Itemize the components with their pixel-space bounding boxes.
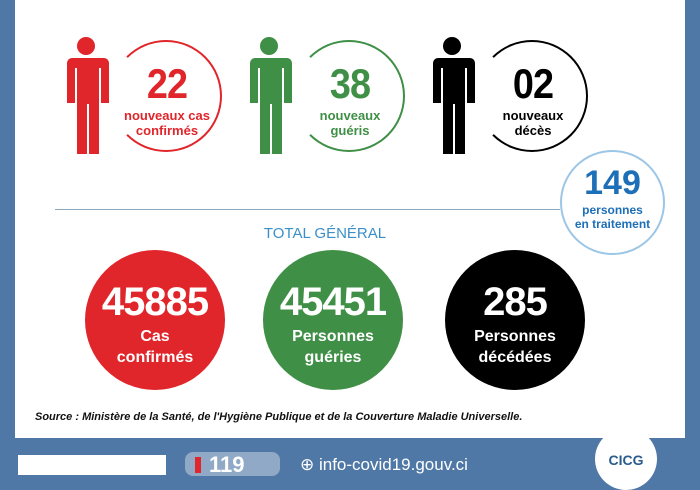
new-stat-label: nouveaux bbox=[319, 108, 381, 123]
person-icon bbox=[245, 36, 293, 154]
stat-ring bbox=[476, 40, 588, 152]
in-treatment-value: 149 bbox=[584, 164, 641, 202]
total-heading: TOTAL GÉNÉRAL bbox=[263, 225, 387, 242]
website-text: info-covid19.gouv.ci bbox=[318, 455, 468, 474]
new-stat-label: nouveaux cas bbox=[124, 108, 210, 123]
total-value: 285 bbox=[483, 280, 548, 324]
new-stat-label-2: guéris bbox=[330, 123, 370, 138]
new-stat-label-2: décès bbox=[514, 123, 552, 138]
stat-ring bbox=[293, 40, 405, 152]
divider bbox=[55, 209, 560, 210]
total-label-2: décédées bbox=[478, 349, 552, 366]
total-circle: 45885 Cas confirmés bbox=[85, 250, 225, 390]
new-stat-value: 02 bbox=[512, 60, 554, 107]
person-icon bbox=[62, 36, 110, 154]
in-treatment-badge: 149 personnes en traitement bbox=[560, 150, 665, 255]
in-treatment-label-2: en traitement bbox=[574, 217, 651, 231]
total-value: 45885 bbox=[101, 280, 209, 324]
new-stat-value: 22 bbox=[146, 60, 188, 107]
total-label: Personnes bbox=[292, 328, 374, 345]
globe-icon: ⊕ bbox=[300, 455, 319, 474]
total-label: Personnes bbox=[474, 328, 556, 345]
total-label-2: guéries bbox=[304, 349, 362, 366]
new-stat-label: nouveaux bbox=[502, 108, 564, 123]
hotline-number: 119 bbox=[209, 452, 245, 477]
total-label-2: confirmés bbox=[116, 349, 194, 366]
source-text: Source : Ministère de la Santé, de l'Hyg… bbox=[35, 411, 523, 423]
cicg-logo-text: CICG bbox=[608, 452, 644, 468]
partner-logo bbox=[18, 455, 166, 475]
cicg-logo: CICG bbox=[595, 428, 657, 490]
total-value: 45451 bbox=[279, 280, 387, 324]
stat-ring bbox=[110, 40, 222, 152]
phone-icon bbox=[195, 457, 201, 473]
new-stat-value: 38 bbox=[329, 60, 371, 107]
total-label: Cas bbox=[140, 328, 170, 345]
total-circle: 285 Personnes décédées bbox=[445, 250, 585, 390]
website[interactable]: ⊕ info-covid19.gouv.ci bbox=[300, 455, 468, 475]
infographic-panel: 22 nouveaux cas confirmés 38 nouveaux gu… bbox=[15, 0, 685, 438]
new-stat-label-2: confirmés bbox=[135, 123, 199, 138]
person-icon bbox=[428, 36, 476, 154]
total-circle: 45451 Personnes guéries bbox=[263, 250, 403, 390]
in-treatment-label: personnes bbox=[582, 203, 643, 217]
hotline-badge: 119 bbox=[185, 452, 280, 477]
